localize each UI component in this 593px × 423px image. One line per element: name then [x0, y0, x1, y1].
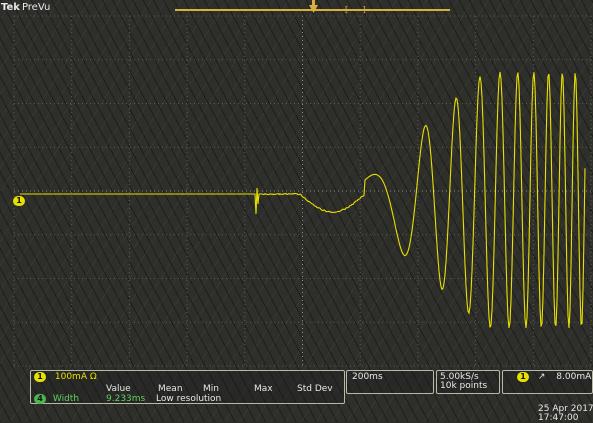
channel-1-impedance: Ω — [90, 372, 97, 382]
measurement-row-width[interactable]: 4 Width — [34, 394, 79, 404]
measurement-column-min: Min — [203, 384, 219, 394]
trigger-slope-icon: ↗ — [538, 372, 546, 382]
measurement-column-value: Value — [106, 384, 131, 394]
record-length: 10k points — [440, 381, 487, 391]
trigger-level: 8.00mA — [556, 372, 591, 382]
measurement-value: 9.233ms — [106, 394, 145, 404]
measurement-label: Width — [53, 394, 79, 404]
channel-1-badge: 1 — [13, 196, 25, 206]
measurement-column-mean: Mean — [158, 384, 183, 394]
channel-1-scale-badge: 1 — [34, 372, 46, 382]
measurement-column-stddev: Std Dev — [297, 384, 333, 394]
timebase-scale: 200ms — [352, 372, 383, 382]
trigger-readout: 1 ↗ 8.00mA — [517, 372, 591, 382]
channel-1-scale: 100mA — [55, 372, 87, 382]
channel-1-scale-readout[interactable]: 1 100mA Ω — [34, 372, 97, 382]
measurement-channel-badge: 4 — [34, 394, 46, 404]
trigger-source-badge: 1 — [517, 372, 529, 382]
measurement-column-max: Max — [254, 384, 273, 394]
channel-1-ground-marker[interactable]: 1 — [13, 188, 25, 207]
measurement-note: Low resolution — [156, 394, 221, 404]
